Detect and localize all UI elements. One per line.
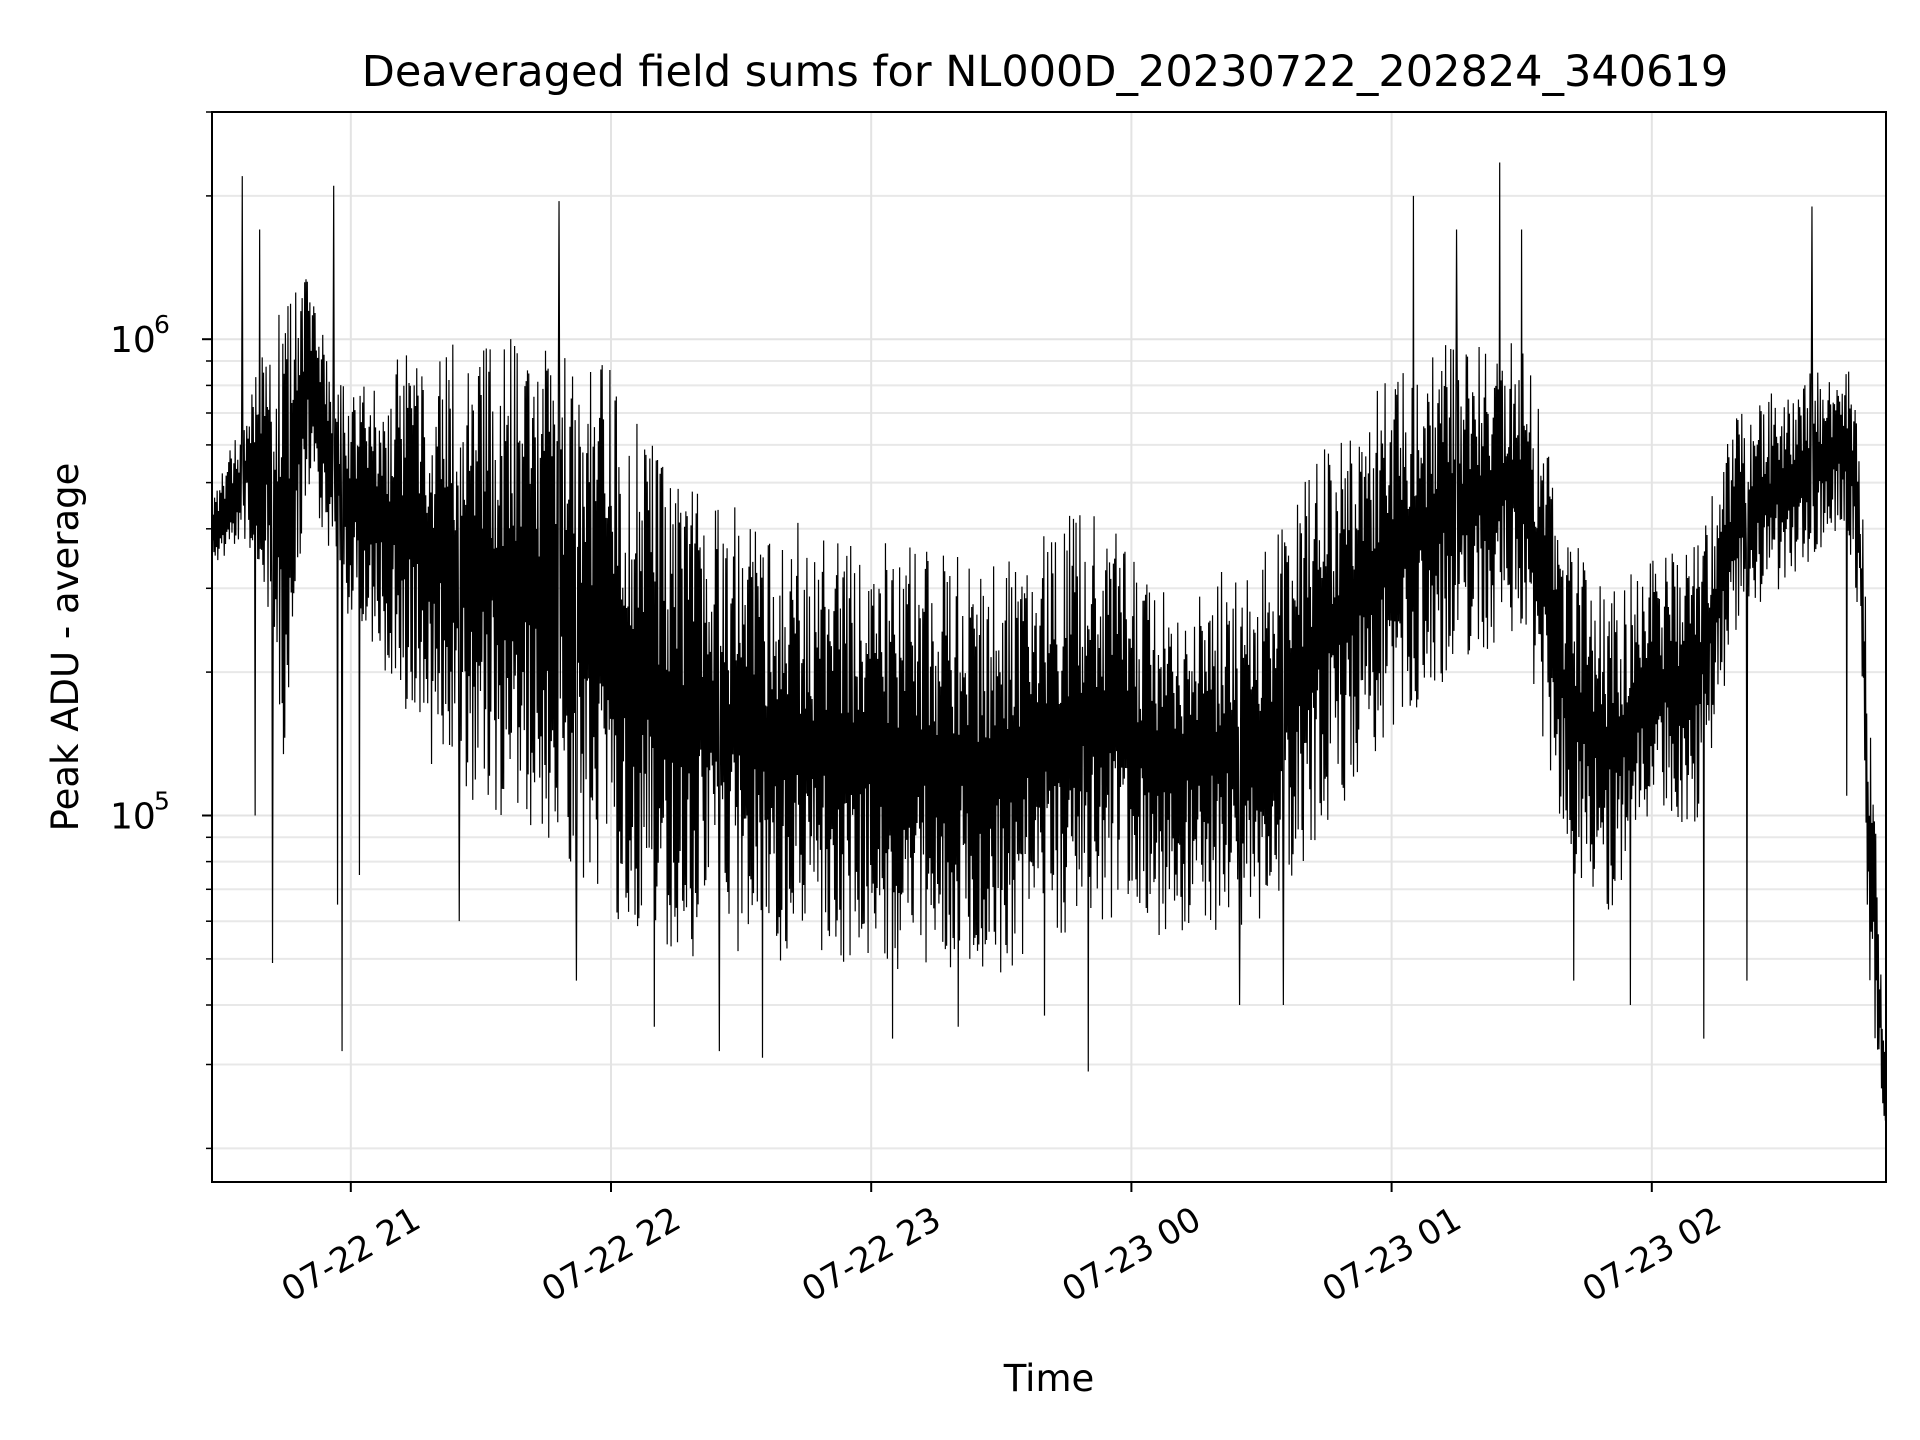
y-tick-label-exponent: 5 bbox=[154, 787, 170, 816]
series-line-peak-adu bbox=[212, 162, 1886, 1121]
y-tick-label-base: 10 bbox=[110, 797, 156, 838]
x-axis-label: Time bbox=[1003, 1357, 1095, 1400]
y-tick-label: 105 bbox=[110, 787, 170, 838]
y-axis-label: Peak ADU - average bbox=[44, 463, 87, 832]
y-tick-label: 106 bbox=[110, 310, 170, 361]
y-tick-label-exponent: 6 bbox=[154, 310, 170, 339]
chart-title: Deaveraged field sums for NL000D_2023072… bbox=[362, 47, 1728, 97]
plot-area bbox=[212, 162, 1886, 1121]
y-tick-label-base: 10 bbox=[110, 320, 156, 361]
plot-frame bbox=[211, 111, 1887, 1183]
